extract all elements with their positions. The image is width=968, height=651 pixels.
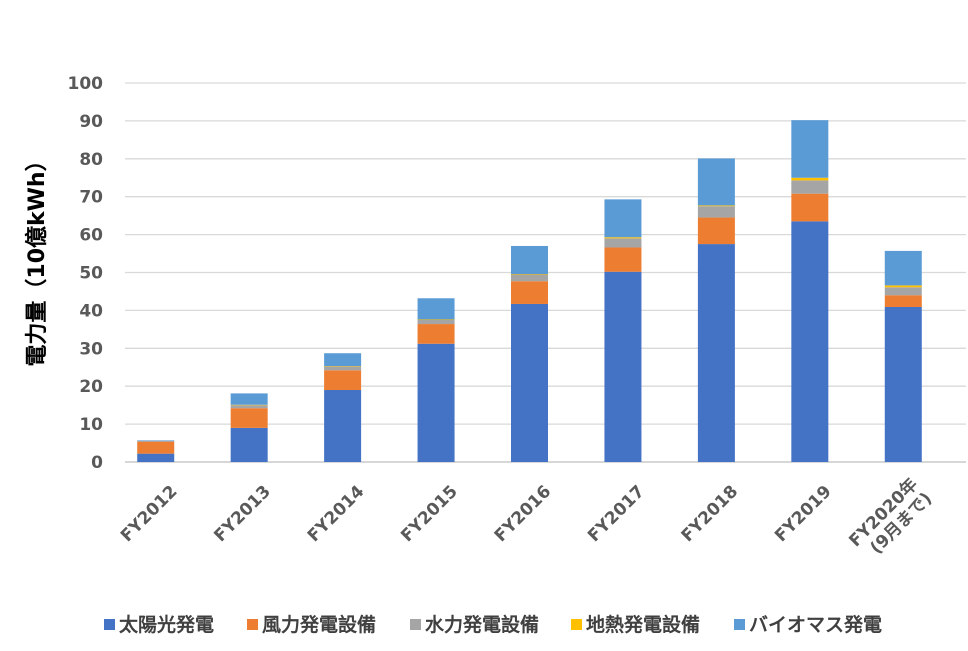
y-tick-label: 0: [91, 453, 103, 473]
legend-label: 地熱発電設備: [586, 613, 700, 636]
bar-segment: [137, 441, 175, 454]
x-category-label-line: FY2017: [584, 482, 649, 547]
bar-segment: [511, 274, 548, 275]
legend-swatch: [104, 619, 115, 630]
bar-segment: [604, 271, 642, 462]
bar-segment: [324, 389, 362, 462]
y-tick-label: 80: [79, 150, 103, 170]
x-category-label: FY2014: [304, 482, 369, 547]
legend-swatch: [571, 619, 582, 630]
x-category-label: FY2013: [210, 482, 275, 547]
y-tick-label: 90: [79, 112, 103, 132]
bar-segment: [417, 319, 455, 320]
bar-segment: [791, 193, 829, 222]
bar-segment: [417, 324, 455, 344]
bar-segment: [791, 120, 829, 178]
bar-segment: [511, 245, 548, 275]
bar-segment: [324, 353, 362, 367]
bar-segment: [324, 366, 362, 367]
y-tick-label: 60: [79, 226, 103, 246]
legend-swatch: [410, 619, 421, 630]
x-category-label-line: FY2012: [117, 482, 182, 547]
legend-label: 風力発電設備: [262, 613, 376, 636]
legend-label: 水力発電設備: [425, 613, 539, 636]
bar-segment: [697, 244, 735, 462]
bar-segment: [324, 366, 362, 371]
bar-segment: [604, 247, 642, 272]
legend-swatch: [247, 619, 258, 630]
bar-segment: [697, 217, 735, 245]
y-tick-label: 100: [68, 74, 104, 94]
y-tick-label: 70: [79, 188, 103, 208]
bar-segment: [884, 250, 922, 286]
bar-segment: [511, 281, 548, 304]
bar-segment: [230, 405, 268, 409]
bar-segment: [697, 205, 735, 207]
y-tick-label: 40: [79, 301, 103, 321]
x-category-label: FY2015: [397, 482, 462, 547]
bar-segment: [791, 180, 829, 194]
x-category-label-line: FY2018: [678, 482, 743, 547]
bar-segment: [791, 177, 829, 181]
x-category-label: FY2012: [117, 482, 182, 547]
y-tick-label: 50: [79, 264, 103, 284]
bar-segment: [417, 319, 455, 325]
bar-segment: [230, 393, 268, 405]
bar-segment: [230, 427, 268, 462]
bar-segment: [884, 285, 922, 288]
bar-segment: [137, 440, 175, 442]
bar-segment: [324, 370, 362, 390]
x-category-label-line: FY2013: [210, 482, 275, 547]
bar-segment: [884, 306, 922, 462]
x-category-label: FY2017: [584, 482, 649, 547]
x-category-label: FY2019: [771, 482, 836, 547]
bar-segment: [791, 221, 829, 462]
bar-segment: [604, 237, 642, 239]
y-tick-label: 10: [79, 415, 103, 435]
x-category-label: FY2018: [678, 482, 743, 547]
bar-segment: [884, 295, 922, 307]
y-tick-label: 20: [79, 377, 103, 397]
bar-segment: [511, 303, 548, 462]
bar-segment: [137, 453, 175, 462]
legend: 太陽光発電 風力発電設備 水力発電設備 地熱発電設備 バイオマス発電: [104, 613, 882, 636]
legend-swatch: [734, 619, 745, 630]
bar-segment: [137, 441, 175, 442]
x-category-label-line: FY2014: [304, 482, 369, 547]
y-axis-label: 電力量（10億kWh）: [24, 149, 50, 366]
legend-label: バイオマス発電: [749, 613, 882, 636]
x-category-label-line: FY2015: [397, 482, 462, 547]
bar-segment: [697, 206, 735, 218]
bar-segment: [884, 287, 922, 296]
y-axis-ticks: 0 10 20 30 40 50 60 70 80 90 100: [68, 74, 104, 473]
bar-segment: [604, 199, 642, 238]
bar-segment: [417, 343, 455, 462]
x-category-label: FY2016: [491, 482, 556, 547]
legend-label: 太陽光発電: [119, 613, 214, 636]
y-tick-label: 30: [79, 339, 103, 359]
x-axis-category-labels: FY2012 FY2013 FY2014 FY2015 FY2016 FY2017 FY20…: [117, 474, 936, 558]
bar-segment: [230, 408, 268, 428]
bars: [137, 120, 922, 462]
x-category-label: FY2020年(9月まで): [845, 474, 936, 558]
x-category-label-line: FY2019: [771, 482, 836, 547]
bar-segment: [697, 158, 735, 206]
bar-segment: [230, 404, 268, 406]
bar-segment: [511, 274, 548, 282]
x-category-label-line: FY2016: [491, 482, 556, 547]
bar-segment: [604, 238, 642, 248]
bar-segment: [417, 298, 455, 320]
